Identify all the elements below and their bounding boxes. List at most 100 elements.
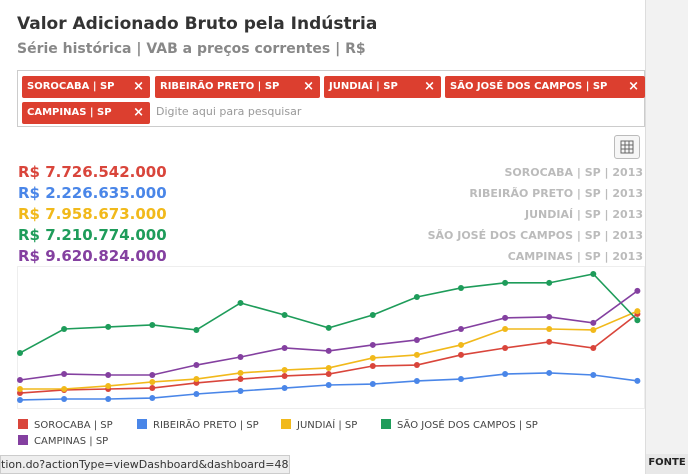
data-point xyxy=(369,354,376,361)
data-point xyxy=(634,308,641,315)
data-point xyxy=(546,325,553,332)
data-point xyxy=(105,395,112,402)
legend-swatch xyxy=(381,419,391,429)
tag-remove[interactable]: × xyxy=(628,79,639,94)
data-point xyxy=(590,344,597,351)
data-point xyxy=(193,376,200,383)
legend-swatch xyxy=(18,419,28,429)
legend-swatch xyxy=(137,419,147,429)
data-point xyxy=(237,387,244,394)
data-point xyxy=(237,353,244,360)
data-point xyxy=(369,311,376,318)
data-point xyxy=(281,367,288,374)
tag-label: SOROCABA | SP xyxy=(27,81,115,92)
tag-remove[interactable]: × xyxy=(133,105,144,120)
data-point xyxy=(413,293,420,300)
data-point xyxy=(237,376,244,383)
summary-value: R$ 7.958.673.000 xyxy=(18,205,167,223)
summary-value: R$ 9.620.824.000 xyxy=(18,247,167,265)
data-point xyxy=(281,372,288,379)
data-point xyxy=(325,347,332,354)
subtitle: Série histórica | VAB a preços correntes… xyxy=(17,41,366,57)
legend-swatch xyxy=(281,419,291,429)
filter-box[interactable]: Digite aqui para pesquisar SOROCABA | SP… xyxy=(17,70,645,127)
data-point xyxy=(193,326,200,333)
data-point xyxy=(281,385,288,392)
chart xyxy=(17,266,645,409)
legend-item: CAMPINAS | SP xyxy=(18,435,108,447)
data-point xyxy=(105,323,112,330)
data-point xyxy=(369,341,376,348)
summary-caption: JUNDIAÍ | SP | 2013 xyxy=(524,208,643,221)
data-point xyxy=(325,371,332,378)
data-point xyxy=(149,385,156,392)
filter-tag[interactable]: JUNDIAÍ | SP × xyxy=(324,76,441,98)
filter-tag[interactable]: RIBEIRÃO PRETO | SP × xyxy=(155,76,320,98)
tag-remove[interactable]: × xyxy=(424,79,435,94)
table-icon xyxy=(620,140,634,154)
data-point xyxy=(149,395,156,402)
legend-label: SOROCABA | SP xyxy=(34,420,113,431)
fonte-button[interactable]: FONTE xyxy=(646,454,688,474)
data-point xyxy=(17,377,23,383)
data-point xyxy=(634,317,641,324)
data-point xyxy=(546,279,553,286)
data-point xyxy=(413,336,420,343)
tag-label: RIBEIRÃO PRETO | SP xyxy=(160,81,280,92)
data-point xyxy=(17,386,23,393)
data-point xyxy=(61,325,68,332)
summary-caption: RIBEIRÃO PRETO | SP | 2013 xyxy=(469,187,643,200)
data-point xyxy=(458,376,464,383)
data-point xyxy=(237,299,244,306)
data-point xyxy=(149,378,156,385)
summary-value: R$ 2.226.635.000 xyxy=(18,184,167,202)
data-point xyxy=(105,372,112,379)
data-point xyxy=(105,382,112,389)
legend-label: RIBEIRÃO PRETO | SP xyxy=(153,420,259,431)
data-point xyxy=(61,395,68,402)
data-point xyxy=(149,321,156,328)
data-point xyxy=(634,287,641,294)
data-point xyxy=(502,344,509,351)
summary-caption: CAMPINAS | SP | 2013 xyxy=(507,250,643,263)
legend-item: JUNDIAÍ | SP xyxy=(281,419,357,431)
data-point xyxy=(502,279,509,286)
data-point xyxy=(590,326,597,333)
summary-caption: SÃO JOSÉ DOS CAMPOS | SP | 2013 xyxy=(427,229,643,242)
legend-swatch xyxy=(18,435,28,445)
data-point xyxy=(281,344,288,351)
tag-label: CAMPINAS | SP xyxy=(27,107,112,118)
legend-item: SOROCABA | SP xyxy=(18,419,113,431)
data-point xyxy=(369,363,376,369)
legend-label: CAMPINAS | SP xyxy=(34,436,109,447)
data-point xyxy=(413,362,420,369)
search-placeholder[interactable]: Digite aqui para pesquisar xyxy=(156,105,302,118)
data-point xyxy=(281,311,288,318)
side-panel xyxy=(645,0,688,474)
data-point xyxy=(237,369,244,376)
filter-tag[interactable]: SOROCABA | SP × xyxy=(22,76,150,98)
data-point xyxy=(458,284,464,291)
filter-tag[interactable]: SÃO JOSÉ DOS CAMPOS | SP × xyxy=(445,76,645,98)
data-point xyxy=(458,341,464,348)
data-point xyxy=(502,314,509,321)
legend-label: JUNDIAÍ | SP xyxy=(297,420,358,431)
data-point xyxy=(634,377,641,384)
data-point xyxy=(17,349,23,356)
data-point xyxy=(325,364,332,371)
tag-remove[interactable]: × xyxy=(133,79,144,94)
data-point xyxy=(17,396,23,403)
data-point xyxy=(325,381,332,388)
data-point xyxy=(590,270,597,277)
tag-remove[interactable]: × xyxy=(303,79,314,94)
summary-value: R$ 7.726.542.000 xyxy=(18,163,167,181)
filter-tag[interactable]: CAMPINAS | SP × xyxy=(22,102,150,124)
data-point xyxy=(193,362,200,369)
table-button[interactable] xyxy=(614,135,640,159)
data-point xyxy=(546,338,553,345)
data-point xyxy=(458,325,464,332)
data-point xyxy=(590,372,597,379)
tag-label: SÃO JOSÉ DOS CAMPOS | SP xyxy=(450,81,608,92)
tag-label: JUNDIAÍ | SP xyxy=(329,81,398,92)
